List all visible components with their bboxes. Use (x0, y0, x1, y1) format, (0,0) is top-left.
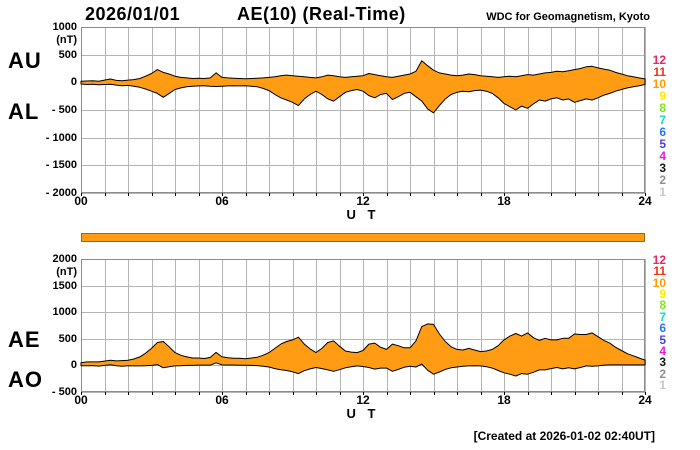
panel1-y-tick-label: - 500 (51, 104, 77, 116)
plot-date: 2026/01/01 (85, 4, 181, 24)
panel1-station-count-10: 10 (652, 77, 666, 91)
panel1-station-count-9: 9 (659, 89, 666, 103)
panel1-station-count-6: 6 (659, 125, 666, 139)
panel2-x-tick-label: 24 (638, 393, 652, 407)
station-count-bar (81, 233, 645, 242)
panel2-station-count-9: 9 (659, 287, 666, 301)
panel2-y-tick-label: 1000 (52, 306, 77, 319)
panel1-unit-label: (nT) (56, 34, 77, 46)
panel2-station-count-8: 8 (659, 298, 666, 312)
panel2-station-count-11: 11 (653, 264, 666, 278)
panel2-y-tick-label: 1500 (52, 279, 77, 292)
panel2-station-count-5: 5 (659, 333, 666, 347)
panel2-y-tick-label: 2000 (52, 253, 77, 265)
label-ae: AE (8, 327, 41, 352)
panel1-x-tick-label: 06 (215, 194, 229, 208)
panel1-au-al-chart (80, 27, 646, 196)
panel1-x-tick-label: 18 (497, 194, 511, 208)
panel1-station-count-1: 1 (659, 185, 666, 199)
panel2-x-tick-label: 06 (215, 393, 229, 407)
label-ao: AO (8, 367, 43, 392)
panel1-y-tick-label: - 2000 (45, 187, 77, 199)
panel1-y-tick-label: - 1000 (45, 131, 77, 144)
panel2-unit-label: (nT) (56, 266, 77, 278)
panel1-x-tick-label: 24 (638, 194, 652, 208)
panel2-station-count-6: 6 (659, 321, 666, 335)
label-au: AU (8, 48, 42, 73)
created-timestamp: [Created at 2026-01-02 02:40UT] (473, 429, 655, 443)
panel1-station-count-5: 5 (659, 137, 666, 151)
panel2-x-tick-label: 12 (356, 393, 370, 407)
panel1-station-count-8: 8 (659, 101, 666, 115)
panel1-x-tick-label: 00 (74, 194, 88, 208)
panel1-y-tick-label: - 1500 (45, 159, 77, 172)
panel1-station-count-7: 7 (659, 113, 666, 127)
panel1-y-tick-label: 0 (70, 76, 77, 89)
panel1-station-count-12: 12 (652, 53, 666, 67)
panel2-ut-axis-label: U T (346, 406, 380, 421)
panel2-y-tick-label: 0 (70, 359, 77, 372)
panel2-station-count-4: 4 (659, 344, 666, 358)
label-al: AL (8, 99, 40, 124)
panel1-ut-axis-label: U T (346, 207, 380, 222)
panel2-station-count-3: 3 (659, 355, 666, 369)
panel2-ae-ao-chart (80, 259, 646, 395)
panel2-x-tick-label: 00 (74, 393, 88, 407)
panel2-station-count-10: 10 (652, 276, 666, 290)
panel2-station-count-2: 2 (659, 367, 666, 381)
panel1-x-tick-label: 12 (356, 194, 370, 208)
panel1-y-tick-label: 1000 (52, 21, 77, 33)
panel1-station-count-3: 3 (659, 161, 666, 175)
panel2-station-count-1: 1 (659, 378, 666, 392)
panel2-y-tick-label: - 500 (51, 386, 77, 398)
panel2-y-tick-label: 500 (58, 332, 77, 345)
page-title: AE(10) (Real-Time) (237, 4, 406, 24)
panel1-station-count-11: 11 (653, 65, 666, 79)
panel1-station-count-4: 4 (659, 149, 666, 163)
panel2-x-tick-label: 18 (497, 393, 511, 407)
panel2-station-count-12: 12 (652, 253, 666, 267)
panel1-station-count-2: 2 (659, 173, 666, 187)
data-source-label: WDC for Geomagnetism, Kyoto (486, 11, 650, 23)
panel2-station-count-7: 7 (659, 310, 666, 324)
panel1-y-tick-label: 500 (58, 48, 77, 61)
